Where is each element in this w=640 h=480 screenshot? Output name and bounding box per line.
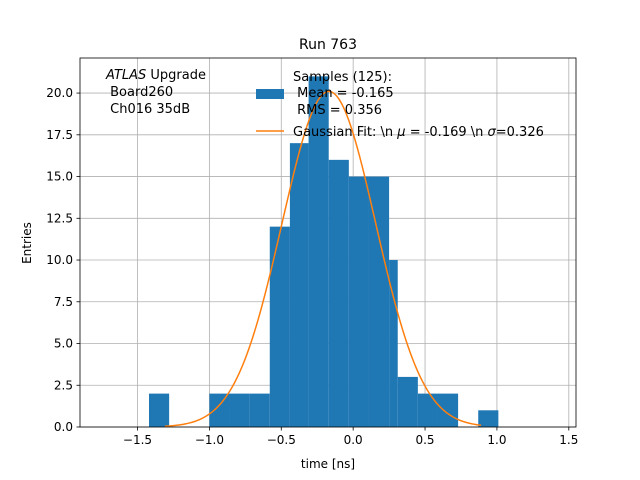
x-axis-label: time [ns] (301, 457, 355, 471)
legend-fit-sigma-value: =0.326 (496, 125, 544, 140)
histogram-bar-12 (389, 260, 398, 427)
y-tick-label-8: 20.0 (46, 86, 73, 100)
y-tick-label-4: 10.0 (46, 253, 73, 267)
histogram-bars (149, 76, 499, 427)
legend-fit-prefix: Gaussian Fit: \n (293, 125, 397, 140)
legend-samples-line-1: Samples (125): (293, 70, 392, 85)
annotation-line-2: Board260 (106, 85, 173, 100)
y-tick-label-1: 2.5 (54, 378, 73, 392)
y-axis: 0.0 2.5 5.0 7.5 10.0 12.5 15.0 17.5 20.0 (46, 86, 80, 434)
histogram-bar-5 (249, 393, 270, 427)
x-tick-label-4: 0.5 (415, 433, 434, 447)
legend-fit-mu: μ (396, 125, 405, 140)
histogram-bar-6 (269, 226, 290, 427)
legend-fit-mu-value: = -0.169 \n (406, 125, 488, 140)
chart-title: Run 763 (299, 37, 357, 53)
histogram-bar-13 (397, 376, 418, 427)
y-tick-label-6: 15.0 (46, 170, 73, 184)
x-tick-label-2: −0.5 (267, 433, 296, 447)
y-tick-label-3: 7.5 (54, 295, 73, 309)
histogram-bar-8 (308, 76, 329, 427)
legend-fit-sigma: σ (488, 125, 497, 140)
y-axis-label: Entries (20, 222, 34, 264)
x-tick-label-0: −1.5 (123, 433, 152, 447)
legend-samples-line-3: RMS = 0.356 (293, 103, 382, 118)
histogram-bar-3 (209, 393, 230, 427)
y-tick-label-0: 0.0 (54, 420, 73, 434)
histogram-bar-4 (229, 393, 250, 427)
annotation-upgrade: Upgrade (146, 68, 206, 83)
y-tick-label-5: 12.5 (46, 211, 73, 225)
annotation-line-1: ATLAS Upgrade (105, 68, 206, 83)
legend: Samples (125): Mean = -0.165 RMS = 0.356… (256, 70, 544, 140)
annotation-atlas: ATLAS (105, 68, 146, 83)
y-tick-label-7: 17.5 (46, 128, 73, 142)
annotation-line-3: Ch016 35dB (106, 102, 190, 117)
y-tick-label-2: 5.0 (54, 337, 73, 351)
histogram-bar-9 (328, 159, 349, 427)
x-tick-label-5: 1.0 (487, 433, 506, 447)
gaussian-fit-curve (164, 90, 482, 428)
legend-fit-entry: Gaussian Fit: \n μ = -0.169 \n σ=0.326 (293, 125, 544, 140)
histogram-bar-17 (478, 410, 499, 427)
plot-frame (79, 57, 577, 428)
histogram-bar-7 (289, 143, 309, 427)
x-axis: −1.5 −1.0 −0.5 0.0 0.5 1.0 1.5 (123, 427, 578, 447)
histogram-bar-10 (348, 176, 369, 427)
legend-swatch-samples (256, 89, 284, 99)
fit-curve-layer (164, 90, 482, 428)
legend-samples-line-2: Mean = -0.165 (293, 86, 394, 101)
histogram-bar-15 (437, 393, 459, 427)
x-tick-label-6: 1.5 (559, 433, 578, 447)
x-tick-label-1: −1.0 (195, 433, 224, 447)
histogram-bar-14 (417, 393, 438, 427)
atlas-annotation: ATLAS Upgrade Board260 Ch016 35dB (105, 68, 206, 117)
histogram-bar-0 (149, 393, 170, 427)
histogram-bar-11 (368, 176, 390, 427)
x-tick-label-3: 0.0 (344, 433, 363, 447)
